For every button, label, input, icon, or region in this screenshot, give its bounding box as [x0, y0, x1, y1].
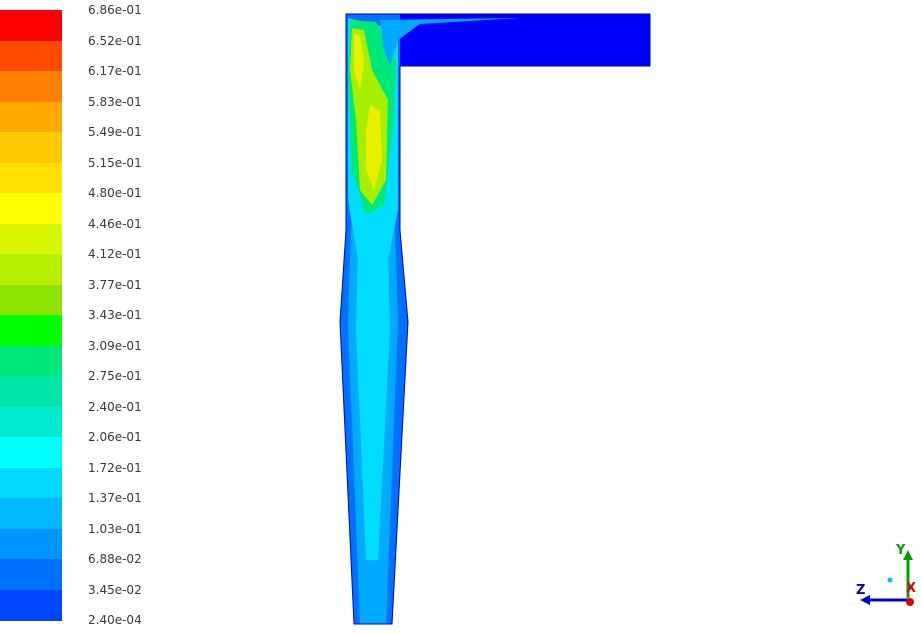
z-axis-arrowhead [860, 595, 870, 605]
legend-color-band [0, 40, 62, 72]
legend-value-label: 5.83e-01 [88, 94, 142, 109]
legend-value-label: 6.17e-01 [88, 64, 142, 78]
legend-value-label: 2.06e-01 [88, 430, 142, 444]
legend-color-band [0, 193, 62, 225]
legend-color-band [0, 254, 62, 286]
legend-value-label: 2.75e-01 [88, 369, 142, 383]
legend-value-label: 6.52e-01 [88, 33, 142, 48]
legend-value-label: 5.15e-01 [88, 155, 142, 170]
legend-value-label: 6.86e-01 [88, 3, 142, 17]
legend-color-band [0, 132, 62, 164]
legend-color-band [0, 528, 62, 560]
legend-color-band [0, 589, 62, 621]
view-center-dot [887, 577, 893, 583]
y-axis-arrowhead [903, 550, 913, 560]
legend-color-band [0, 498, 62, 530]
domain-outline [339, 13, 651, 625]
legend-color-band [0, 406, 62, 438]
legend-value-label: 3.77e-01 [88, 277, 142, 292]
legend-value-label: 4.80e-01 [88, 186, 142, 200]
legend-value-label: 6.88e-02 [88, 552, 142, 566]
legend-color-band [0, 315, 62, 347]
legend-color-band [0, 223, 62, 255]
x-axis-origin-dot [906, 598, 914, 606]
legend-value-label: 1.37e-01 [88, 491, 142, 505]
lower-core-band [356, 250, 390, 560]
axis-triad: Y Z X [848, 540, 922, 610]
legend-value-label: 2.40e-01 [88, 399, 142, 414]
legend-color-band [0, 162, 62, 194]
legend-value-label: 1.72e-01 [88, 460, 142, 475]
legend-color-band [0, 437, 62, 469]
legend-value-label: 3.45e-02 [88, 582, 142, 597]
legend-value-label: 3.09e-01 [88, 338, 142, 353]
legend-color-band [0, 345, 62, 377]
legend-color-band [0, 101, 62, 133]
legend-color-band [0, 284, 62, 316]
x-axis-label: X [906, 581, 917, 596]
legend-color-band [0, 71, 62, 103]
upper-yellow-core [354, 34, 364, 90]
color-legend [0, 0, 62, 634]
legend-color-band [0, 559, 62, 591]
legend-color-band [0, 376, 62, 408]
y-axis-label: Y [896, 543, 906, 558]
legend-color-band [0, 10, 62, 42]
legend-value-label: 5.49e-01 [88, 125, 142, 139]
lower-yellow-core [366, 105, 382, 190]
legend-value-label: 4.46e-01 [88, 216, 142, 231]
legend-value-label: 1.03e-01 [88, 521, 142, 536]
legend-value-label: 3.43e-01 [88, 308, 142, 322]
legend-value-label: 2.40e-04 [88, 613, 142, 627]
outlet-light-wedge [380, 18, 520, 66]
legend-value-label: 4.12e-01 [88, 247, 142, 261]
legend-color-band [0, 467, 62, 499]
z-axis-label: Z [856, 583, 866, 598]
